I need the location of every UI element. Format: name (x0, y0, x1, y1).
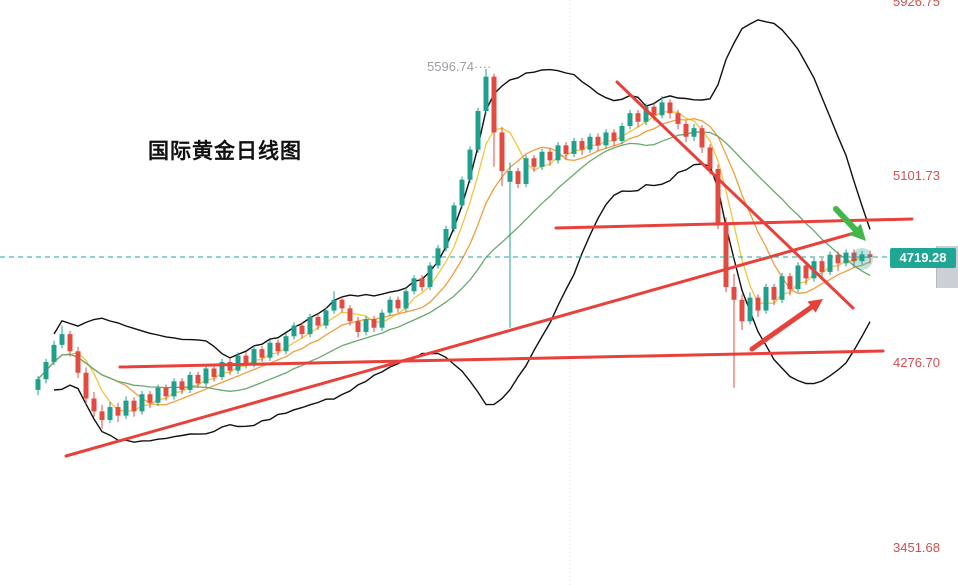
price-highlight-marker (851, 248, 873, 270)
y-axis-label-3451: 3451.68 (893, 540, 940, 555)
y-axis-label-5101: 5101.73 (893, 168, 940, 183)
chart-title: 国际黄金日线图 (148, 140, 302, 163)
y-axis-label-5926: 5926.75 (893, 0, 940, 9)
candles (35, 68, 873, 429)
moving-average-lines (37, 111, 871, 412)
bollinger-bands (53, 19, 871, 443)
y-axis-label-4276: 4276.70 (893, 355, 940, 370)
peak-price-label: 5596.74···· (427, 59, 492, 74)
trendlines (64, 80, 914, 458)
current-price-badge: 4719.28 (890, 248, 956, 268)
annotation-arrows (749, 206, 866, 352)
